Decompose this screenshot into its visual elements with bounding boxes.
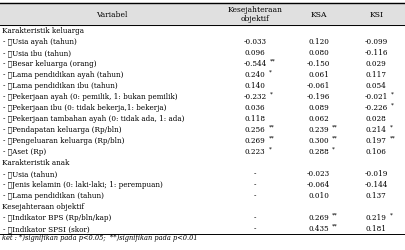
Text: - 	Pengeluaran keluarga (Rp/bln): - Pengeluaran keluarga (Rp/bln) [3,136,125,144]
Text: **: ** [269,135,274,140]
Text: 0.137: 0.137 [366,191,387,199]
Text: 0.223: 0.223 [245,148,265,156]
Text: Kesejahteraan objektif: Kesejahteraan objektif [2,202,84,210]
Text: -0.544: -0.544 [243,60,267,68]
Text: -0.232: -0.232 [243,93,267,101]
Text: 0.028: 0.028 [366,115,387,123]
Text: *: * [390,212,392,216]
Text: 0.120: 0.120 [308,38,329,46]
Text: 0.288: 0.288 [308,148,329,156]
Text: Karakteristik keluarga: Karakteristik keluarga [2,27,84,35]
Text: ket : *)signifikan pada p<0.05;  **)signifikan pada p<0.01: ket : *)signifikan pada p<0.05; **)signi… [2,234,198,241]
Text: -0.023: -0.023 [307,170,330,177]
Text: *: * [391,91,394,96]
Text: -: - [254,224,256,232]
Text: **: ** [390,135,395,140]
Text: - 	Pekerjaan ibu (0: tidak bekerja,1: bekerja): - Pekerjaan ibu (0: tidak bekerja,1: bek… [3,104,167,112]
Text: Variabel: Variabel [96,11,127,19]
Text: 0.140: 0.140 [245,82,266,90]
Text: *: * [269,69,271,74]
Text: -0.196: -0.196 [307,93,330,101]
Text: -: - [254,170,256,177]
Text: - 	Usia ibu (tahun): - Usia ibu (tahun) [3,49,71,57]
Text: 0.080: 0.080 [308,49,329,57]
Text: 0.118: 0.118 [245,115,266,123]
Text: 0.219: 0.219 [366,213,387,221]
Text: KSA: KSA [310,11,327,19]
Text: *: * [390,124,392,129]
Text: -0.064: -0.064 [307,180,330,188]
Text: *: * [269,146,271,151]
Text: **: ** [270,58,276,63]
Text: - 	Indikator BPS (Rp/bln/kap): - Indikator BPS (Rp/bln/kap) [3,213,112,221]
Text: -0.021: -0.021 [364,93,388,101]
Text: **: ** [332,124,338,129]
Text: -0.019: -0.019 [364,170,388,177]
Text: -: - [254,213,256,221]
Text: 0.269: 0.269 [308,213,329,221]
Text: -: - [254,191,256,199]
Text: 0.117: 0.117 [366,71,387,79]
Text: **: ** [269,124,274,129]
Text: - 	Pekerjaan tambahan ayah (0: tidak ada, 1: ada): - Pekerjaan tambahan ayah (0: tidak ada,… [3,115,185,123]
Text: **: ** [332,212,338,216]
Text: KSI: KSI [369,11,383,19]
Text: 0.435: 0.435 [308,224,329,232]
Text: Kesejahteraan
objektif: Kesejahteraan objektif [228,6,283,23]
Text: - 	Usia (tahun): - Usia (tahun) [3,170,58,177]
Text: **: ** [332,222,338,228]
Text: 0.269: 0.269 [245,136,266,144]
Text: -: - [254,180,256,188]
Text: 0.197: 0.197 [366,136,387,144]
Text: - 	Besar keluarga (orang): - Besar keluarga (orang) [3,60,97,68]
Text: -0.144: -0.144 [364,180,388,188]
Text: 0.096: 0.096 [245,49,266,57]
Text: 0.054: 0.054 [366,82,387,90]
Text: -0.061: -0.061 [307,82,330,90]
Text: -0.099: -0.099 [364,38,388,46]
Text: *: * [332,146,335,151]
Text: -0.033: -0.033 [244,38,266,46]
Text: **: ** [332,135,338,140]
Text: Karakteristik anak: Karakteristik anak [2,158,69,166]
Text: -0.116: -0.116 [364,49,388,57]
Text: -0.226: -0.226 [364,104,388,112]
Text: 0.181: 0.181 [366,224,387,232]
Text: 0.106: 0.106 [366,148,387,156]
Bar [0,4,405,26]
Text: -0.150: -0.150 [307,60,330,68]
Text: 0.256: 0.256 [245,126,266,134]
Text: - 	Lama pendidikan ayah (tahun): - Lama pendidikan ayah (tahun) [3,71,124,79]
Text: 0.089: 0.089 [308,104,329,112]
Text: 0.239: 0.239 [308,126,329,134]
Text: 0.010: 0.010 [308,191,329,199]
Text: - 	Lama pendidikan ibu (tahun): - Lama pendidikan ibu (tahun) [3,82,118,90]
Text: 0.036: 0.036 [245,104,265,112]
Text: - 	Jenis kelamin (0: laki-laki; 1: perempuan): - Jenis kelamin (0: laki-laki; 1: peremp… [3,180,163,188]
Text: 0.214: 0.214 [366,126,387,134]
Text: - 	Usia ayah (tahun): - Usia ayah (tahun) [3,38,77,46]
Text: *: * [270,91,273,96]
Text: 0.062: 0.062 [308,115,329,123]
Text: - 	Aset (Rp): - Aset (Rp) [3,148,47,156]
Text: 0.300: 0.300 [308,136,329,144]
Text: - 	Pendapatan keluarga (Rp/bln): - Pendapatan keluarga (Rp/bln) [3,126,122,134]
Text: *: * [391,102,394,107]
Text: - 	Pekerjaan ayah (0: pemilik, 1: bukan pemilik): - Pekerjaan ayah (0: pemilik, 1: bukan p… [3,93,178,101]
Text: - 	Lama pendidikan (tahun): - Lama pendidikan (tahun) [3,191,104,199]
Text: 0.029: 0.029 [366,60,387,68]
Text: 0.240: 0.240 [245,71,266,79]
Text: - 	Indikator SPSI (skor): - Indikator SPSI (skor) [3,224,90,232]
Text: 0.061: 0.061 [308,71,329,79]
